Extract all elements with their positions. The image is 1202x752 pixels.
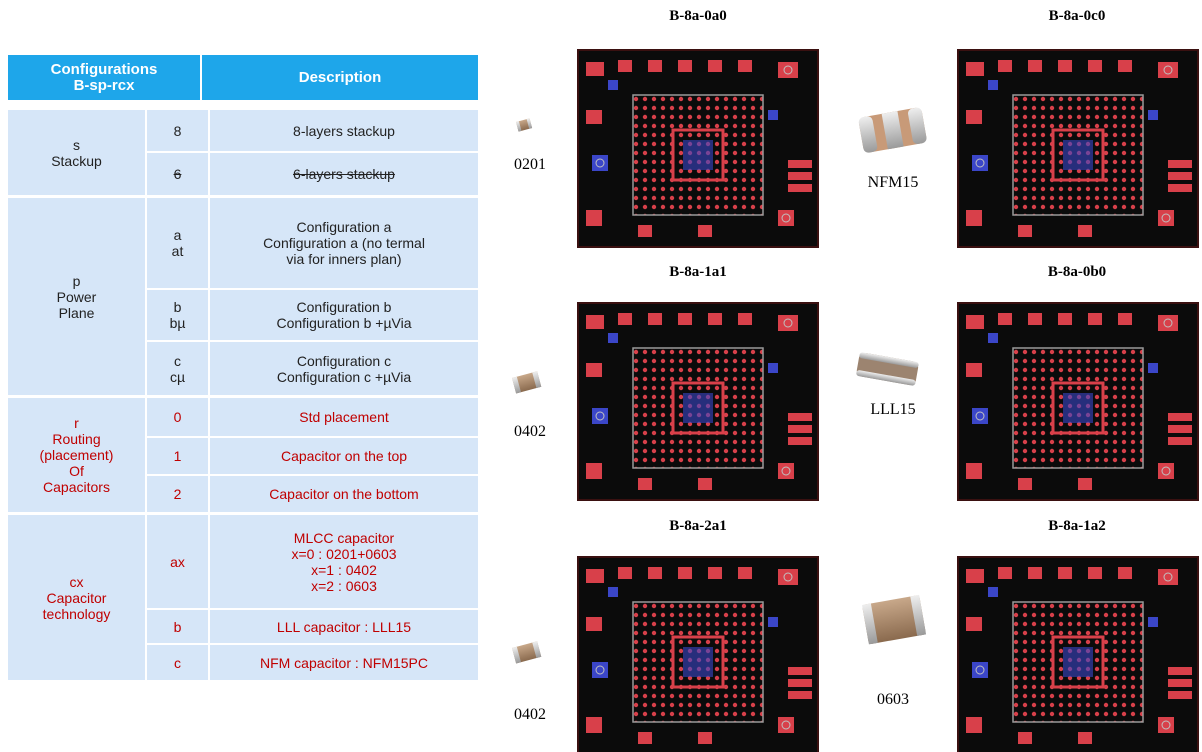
part-label: NFM15	[867, 174, 919, 191]
description-cell: NFM capacitor : NFM15PC	[210, 645, 478, 680]
group-label: p Power Plane	[8, 198, 145, 395]
code-cell: 2	[147, 476, 208, 512]
description-cell: Configuration b Configuration b +µVia	[210, 290, 478, 340]
description-cell: MLCC capacitor x=0 : 0201+0603 x=1 : 040…	[210, 515, 478, 608]
part-label: LLL15	[870, 401, 916, 418]
header-cell: Description	[202, 55, 478, 100]
code-cell: 0	[147, 398, 208, 436]
description-cell: 8-layers stackup	[210, 110, 478, 151]
group-label: s Stackup	[8, 110, 145, 195]
figure-title: B-8a-0a0	[669, 8, 727, 24]
description-cell: Std placement	[210, 398, 478, 436]
group-label: cx Capacitor technology	[8, 515, 145, 680]
code-cell: 6	[147, 153, 208, 195]
code-cell: c	[147, 645, 208, 680]
figure-title: B-8a-1a2	[1048, 518, 1106, 534]
code-cell: a at	[147, 198, 208, 288]
group-label: r Routing (placement) Of Capacitors	[8, 398, 145, 512]
figure-title: B-8a-2a1	[669, 518, 727, 534]
description-cell: LLL capacitor : LLL15	[210, 610, 478, 643]
part-label: 0402	[514, 706, 546, 723]
description-cell: 6-layers stackup	[210, 153, 478, 195]
code-cell: 8	[147, 110, 208, 151]
figure-title: B-8a-0c0	[1048, 8, 1106, 24]
part-label: 0603	[877, 691, 909, 708]
code-cell: 1	[147, 438, 208, 474]
code-cell: b bµ	[147, 290, 208, 340]
description-cell: Capacitor on the top	[210, 438, 478, 474]
figure-title: B-8a-0b0	[1047, 264, 1107, 280]
header-cell: Configurations B-sp-rcx	[8, 55, 200, 100]
description-cell: Configuration a Configuration a (no term…	[210, 198, 478, 288]
description-cell: Configuration c Configuration c +µVia	[210, 342, 478, 395]
figure-title: B-8a-1a1	[669, 264, 727, 280]
code-cell: b	[147, 610, 208, 643]
description-cell: Capacitor on the bottom	[210, 476, 478, 512]
part-label: 0201	[514, 156, 546, 173]
code-cell: c cµ	[147, 342, 208, 395]
code-cell: ax	[147, 515, 208, 608]
part-label: 0402	[514, 423, 546, 440]
